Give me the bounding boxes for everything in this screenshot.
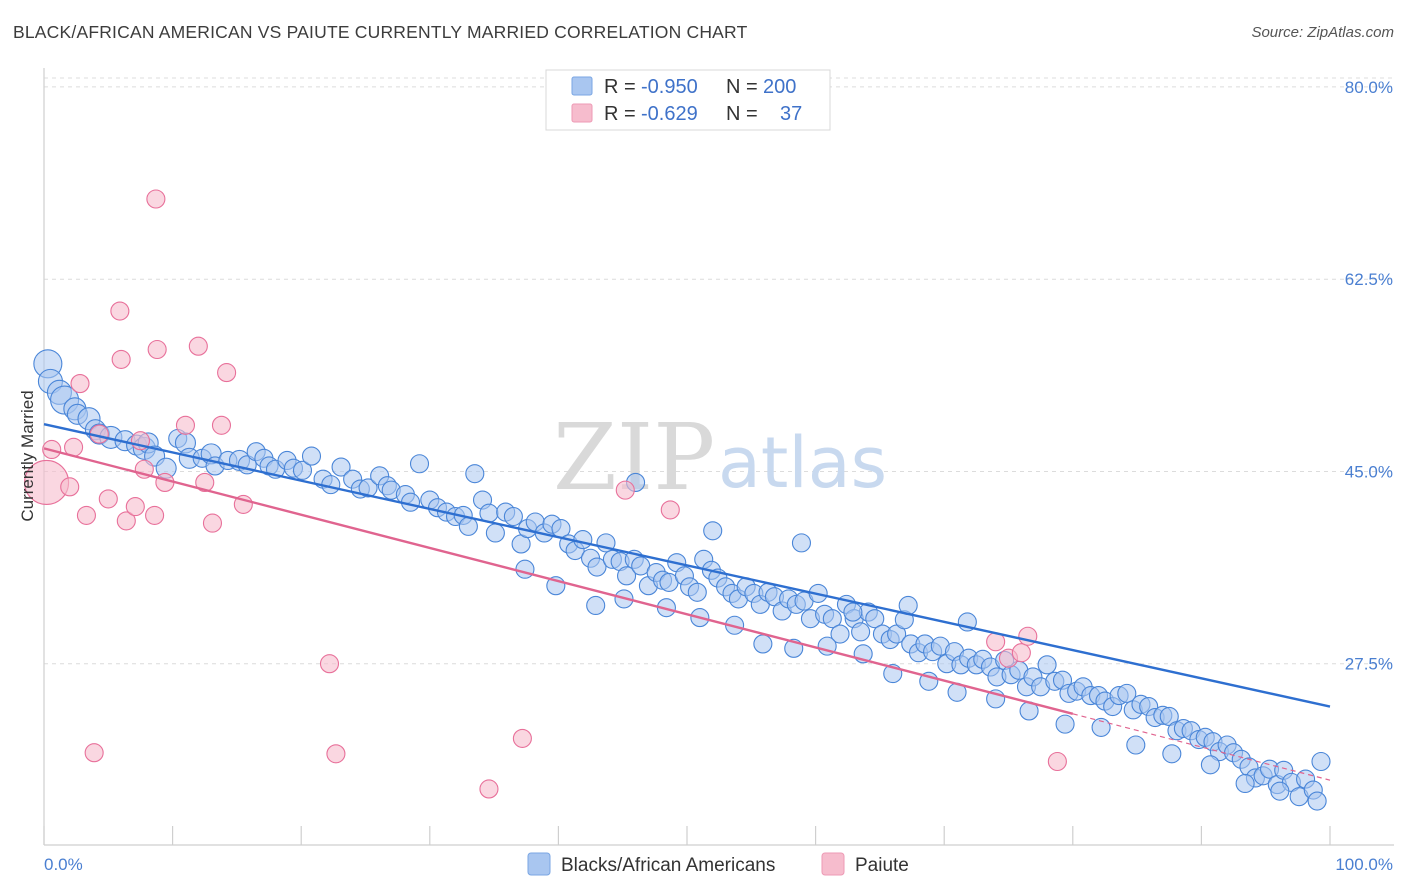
point-pink-29	[512, 728, 532, 748]
point-blue-187	[1126, 735, 1146, 755]
series-legend: Blacks/African Americans Paiute	[527, 852, 909, 876]
point-blue-54	[485, 523, 505, 543]
point-pink-9	[110, 301, 130, 321]
y-axis-label: Currently Married	[18, 390, 37, 521]
point-blue-130	[1037, 655, 1057, 675]
point-pink-2	[60, 477, 80, 497]
point-blue-38	[358, 478, 378, 498]
legend-swatch-pink	[571, 103, 593, 123]
y-tick-labels: 27.5% 45.0% 62.5% 80.0%	[1345, 78, 1393, 674]
point-pink-12	[125, 497, 145, 517]
point-blue-194	[703, 521, 723, 541]
point-blue-56	[503, 506, 523, 527]
x-tick-label-1: 100.0%	[1335, 855, 1393, 874]
bottom-legend-label-blue: Blacks/African Americans	[561, 855, 775, 876]
point-blue-35	[331, 457, 351, 477]
y-tick-label-2: 62.5%	[1345, 270, 1393, 289]
y-tick-label-1: 45.0%	[1345, 462, 1393, 481]
point-pink-23	[211, 415, 232, 435]
point-blue-81	[687, 582, 707, 602]
watermark-atlas: atlas	[718, 422, 887, 504]
trend-line-pink	[43, 447, 1074, 715]
series-paiute	[24, 189, 1067, 799]
point-pink-11	[116, 511, 136, 531]
point-pink-24	[217, 363, 237, 383]
point-blue-106	[865, 609, 885, 629]
legend-r-value-2: -0.629	[641, 103, 698, 125]
trend-line-blue	[43, 423, 1331, 708]
point-blue-195	[791, 533, 812, 553]
x-tick-labels: 0.0% 100.0%	[44, 855, 1393, 874]
point-blue-65	[573, 530, 593, 550]
trend-lines	[43, 423, 1331, 781]
legend-n-value-1: 200	[763, 76, 796, 98]
point-pink-30	[615, 480, 635, 500]
point-blue-67	[587, 557, 607, 577]
source-label: Source: ZipAtlas.com	[1251, 24, 1394, 41]
point-pink-20	[188, 336, 208, 356]
bottom-legend-swatch-pink	[821, 852, 845, 876]
y-tick-label-3: 80.0%	[1345, 78, 1393, 97]
point-pink-5	[76, 505, 96, 525]
point-pink-21	[195, 472, 215, 492]
point-pink-15	[145, 505, 165, 525]
point-pink-10	[111, 349, 131, 369]
point-blue-101	[830, 624, 850, 644]
point-pink-18	[155, 472, 175, 492]
point-blue-192	[1307, 791, 1327, 811]
point-pink-28	[479, 779, 499, 799]
point-blue-169	[515, 559, 535, 579]
point-pink-22	[202, 513, 223, 533]
point-pink-36	[1047, 751, 1067, 772]
axes	[43, 68, 1394, 846]
point-blue-171	[586, 595, 606, 616]
point-pink-16	[146, 189, 166, 209]
point-pink-34	[1011, 643, 1031, 663]
legend-n-label-2: N =	[726, 103, 758, 125]
point-blue-190	[1235, 773, 1255, 794]
chart-title: BLACK/AFRICAN AMERICAN VS PAIUTE CURRENT…	[13, 22, 748, 42]
legend-n-label-1: N =	[726, 76, 758, 98]
watermark-zip: ZIP	[553, 404, 715, 511]
point-blue-189	[1200, 755, 1220, 775]
legend-r-label-1: R =	[604, 76, 636, 98]
point-blue-191	[1270, 781, 1290, 801]
bottom-legend-label-pink: Paiute	[855, 855, 909, 876]
point-blue-188	[1162, 744, 1182, 764]
point-blue-44	[409, 454, 430, 474]
point-blue-71	[617, 566, 637, 586]
point-blue-141	[1117, 683, 1137, 703]
point-pink-26	[319, 654, 340, 674]
legend-r-value-1: -0.950	[641, 76, 698, 98]
point-pink-19	[175, 415, 196, 435]
point-blue-176	[753, 634, 773, 654]
point-pink-17	[147, 339, 167, 360]
point-blue-100	[822, 609, 842, 629]
legend-r-label-2: R =	[604, 103, 636, 125]
stats-legend: R = -0.950 N = 200 R = -0.629 N = 37	[545, 69, 831, 131]
point-pink-31	[660, 500, 680, 520]
x-tick-label-0: 0.0%	[44, 855, 83, 874]
point-blue-196	[843, 602, 863, 622]
point-pink-8	[98, 489, 118, 509]
point-pink-6	[84, 743, 104, 763]
point-blue-50	[458, 516, 478, 536]
point-blue-32	[301, 446, 322, 466]
point-blue-185	[1055, 714, 1075, 734]
point-blue-168	[1311, 751, 1331, 772]
legend-swatch-blue	[571, 76, 593, 96]
point-blue-51	[465, 464, 485, 484]
y-tick-label-0: 27.5%	[1345, 655, 1393, 674]
point-blue-31	[292, 460, 313, 480]
bottom-legend-swatch-blue	[527, 852, 551, 876]
legend-n-value-2: 37	[780, 103, 802, 125]
point-pink-4	[70, 374, 90, 394]
point-blue-186	[1091, 717, 1111, 737]
point-pink-27	[326, 744, 346, 764]
point-blue-104	[851, 622, 871, 642]
watermark: ZIP atlas	[553, 404, 887, 511]
